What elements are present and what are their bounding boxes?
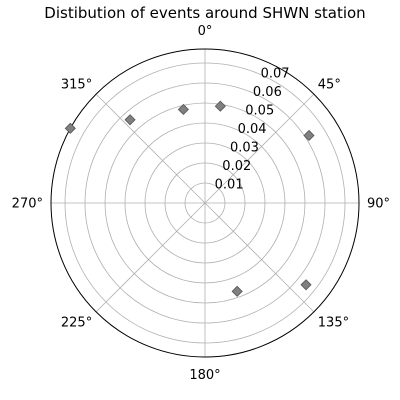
points-layer: [64, 100, 315, 297]
theta-tick-label-135: 135°: [318, 315, 349, 330]
theta-tick-label-90: 90°: [367, 197, 390, 212]
theta-grid-line-135: [204, 202, 315, 313]
theta-grid-line-45: [204, 93, 315, 204]
r-tick-label-2: 0.02: [222, 159, 251, 174]
theta-tick-label-270: 270°: [12, 197, 43, 212]
theta-grid-line-315: [95, 93, 206, 204]
labels-layer: 0.01 0.02 0.03 0.04 0.05 0.06 0.07 0° 45° 90° 135°…: [12, 24, 390, 383]
chart-title: Distibution of events around SHWN statio…: [44, 4, 366, 22]
theta-tick-label-180: 180°: [189, 368, 220, 383]
theta-tick-label-0: 0°: [198, 24, 213, 39]
data-point-7: [231, 285, 243, 297]
theta-tick-label-45: 45°: [318, 78, 341, 93]
r-tick-label-5: 0.05: [245, 104, 274, 119]
r-tick-label-3: 0.03: [230, 141, 259, 156]
r-tick-label-4: 0.04: [238, 122, 267, 137]
r-tick-label-6: 0.06: [253, 85, 282, 100]
theta-tick-label-225: 225°: [61, 315, 92, 330]
data-point-5: [64, 122, 76, 134]
data-point-2: [177, 103, 189, 116]
data-point-3: [124, 114, 136, 126]
grid-layer: [50, 48, 360, 358]
data-point-4: [303, 129, 315, 142]
theta-grid-line-225: [95, 202, 206, 313]
theta-tick-label-315: 315°: [61, 78, 92, 93]
data-point-1: [214, 100, 226, 112]
r-tick-label-7: 0.07: [261, 67, 290, 82]
data-point-6: [300, 279, 312, 291]
r-tick-label-1: 0.01: [215, 178, 244, 193]
polar-frame: [50, 48, 360, 358]
